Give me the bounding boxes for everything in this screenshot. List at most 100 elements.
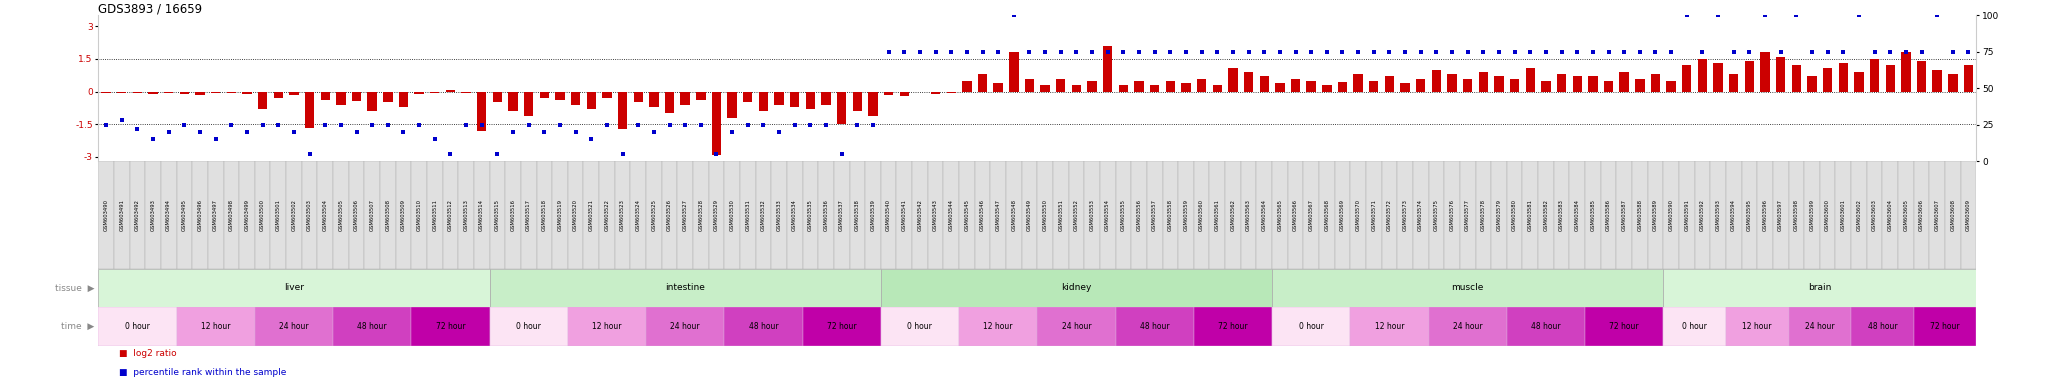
- Text: GSM603595: GSM603595: [1747, 199, 1751, 231]
- Point: [434, 151, 467, 157]
- Bar: [1726, 161, 1741, 269]
- Bar: [963, 81, 971, 92]
- Point: [1075, 49, 1108, 55]
- Bar: [618, 92, 627, 129]
- Text: GSM603507: GSM603507: [371, 199, 375, 231]
- Point: [451, 122, 483, 128]
- Point: [1858, 49, 1890, 55]
- Bar: [102, 92, 111, 93]
- Text: GSM603580: GSM603580: [1511, 199, 1518, 231]
- Text: 48 hour: 48 hour: [750, 322, 778, 331]
- Bar: [176, 161, 193, 269]
- Text: 12 hour: 12 hour: [1743, 322, 1772, 331]
- Text: GSM603540: GSM603540: [887, 199, 891, 231]
- Point: [1280, 49, 1313, 55]
- Bar: [864, 161, 881, 269]
- Bar: [553, 161, 567, 269]
- Bar: [1354, 74, 1362, 92]
- Text: intestine: intestine: [666, 283, 705, 293]
- Bar: [819, 161, 834, 269]
- Bar: [1634, 78, 1645, 92]
- Bar: [211, 92, 221, 93]
- Bar: [1804, 161, 1821, 269]
- Text: liver: liver: [285, 283, 303, 293]
- Bar: [1585, 161, 1602, 269]
- Bar: [1151, 85, 1159, 92]
- Text: GSM603537: GSM603537: [840, 199, 844, 231]
- Point: [371, 122, 403, 128]
- Bar: [1681, 65, 1692, 92]
- Text: ■  percentile rank within the sample: ■ percentile rank within the sample: [119, 368, 287, 377]
- Text: GSM603565: GSM603565: [1278, 199, 1282, 231]
- Text: GSM603581: GSM603581: [1528, 199, 1532, 231]
- Point: [1341, 49, 1374, 55]
- Point: [997, 12, 1030, 18]
- Text: GSM603543: GSM603543: [934, 199, 938, 231]
- Text: GSM603531: GSM603531: [745, 199, 750, 231]
- Bar: [1432, 70, 1442, 92]
- Bar: [932, 92, 940, 94]
- Bar: [1350, 161, 1366, 269]
- Point: [1419, 49, 1452, 55]
- Point: [1577, 49, 1610, 55]
- Point: [121, 126, 154, 132]
- Point: [1327, 49, 1360, 55]
- Text: GSM603606: GSM603606: [1919, 199, 1923, 231]
- Point: [1530, 49, 1563, 55]
- Bar: [1663, 269, 1976, 307]
- Text: GSM603558: GSM603558: [1167, 199, 1174, 231]
- Text: GSM603535: GSM603535: [807, 199, 813, 231]
- Point: [1061, 49, 1094, 55]
- Point: [1294, 49, 1327, 55]
- Bar: [1868, 161, 1882, 269]
- Bar: [1479, 72, 1489, 92]
- Text: 0 hour: 0 hour: [1298, 322, 1323, 331]
- Point: [1452, 49, 1485, 55]
- Point: [262, 122, 295, 128]
- Text: GSM603572: GSM603572: [1386, 199, 1393, 231]
- Point: [575, 136, 608, 142]
- Text: GSM603562: GSM603562: [1231, 199, 1235, 231]
- Point: [1092, 49, 1124, 55]
- Bar: [334, 161, 348, 269]
- Point: [1028, 49, 1061, 55]
- Bar: [584, 161, 600, 269]
- Bar: [1538, 161, 1554, 269]
- Bar: [739, 161, 756, 269]
- Bar: [1225, 161, 1241, 269]
- Bar: [1776, 57, 1786, 92]
- Point: [856, 122, 889, 128]
- Bar: [958, 161, 975, 269]
- Bar: [555, 92, 565, 100]
- Bar: [1870, 59, 1880, 92]
- Bar: [1382, 161, 1397, 269]
- Point: [1780, 12, 1812, 18]
- Bar: [696, 92, 705, 100]
- Bar: [928, 161, 944, 269]
- Bar: [287, 161, 301, 269]
- Bar: [1806, 76, 1817, 92]
- Bar: [227, 92, 236, 93]
- Bar: [489, 161, 506, 269]
- Bar: [223, 161, 240, 269]
- Point: [606, 151, 639, 157]
- Point: [684, 122, 717, 128]
- Text: GSM603575: GSM603575: [1434, 199, 1440, 231]
- Text: GSM603544: GSM603544: [948, 199, 954, 231]
- Bar: [958, 307, 1036, 346]
- Text: time  ▶: time ▶: [61, 322, 94, 331]
- Point: [795, 122, 827, 128]
- Bar: [164, 92, 174, 93]
- Bar: [117, 92, 127, 93]
- Text: GSM603605: GSM603605: [1903, 199, 1909, 231]
- Text: GSM603515: GSM603515: [496, 199, 500, 231]
- Bar: [336, 92, 346, 105]
- Text: GSM603500: GSM603500: [260, 199, 264, 231]
- Point: [1749, 12, 1782, 18]
- Bar: [975, 161, 991, 269]
- Bar: [1212, 85, 1223, 92]
- Text: 72 hour: 72 hour: [1219, 322, 1247, 331]
- Bar: [537, 161, 553, 269]
- Bar: [881, 307, 958, 346]
- Text: GSM603591: GSM603591: [1683, 199, 1690, 231]
